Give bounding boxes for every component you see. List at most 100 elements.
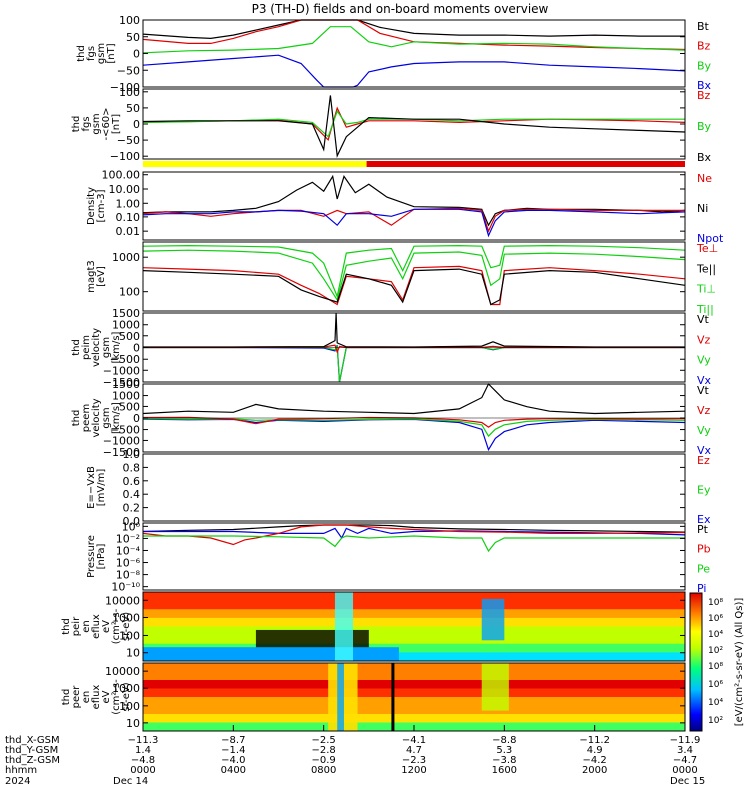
legend-entry: Pb xyxy=(697,543,711,556)
y-axis-label-line: Density xyxy=(86,187,97,225)
y-axis-label-line: [km/s] xyxy=(111,402,122,434)
legend-entry: Vx xyxy=(697,444,712,457)
y-tick-label: 100 xyxy=(119,700,140,713)
legend-entry: Vy xyxy=(697,424,711,437)
y-tick-label: −50 xyxy=(117,64,140,77)
y-axis-label-line: velocity xyxy=(91,328,102,367)
x-axis-value: −4.2 xyxy=(583,755,607,766)
spectrogram-band xyxy=(143,626,685,636)
x-axis-value: 0000 xyxy=(672,765,697,776)
mode-bar-segment xyxy=(366,161,685,167)
y-axis-label: E=−VxB [mV/m] xyxy=(86,466,107,509)
y-axis-label-line: thd xyxy=(76,45,87,62)
y-tick-label: 50 xyxy=(126,102,140,115)
y-axis-label-line: thd xyxy=(71,410,82,427)
spectrogram-band xyxy=(143,697,685,706)
legend-entry: Te|| xyxy=(696,262,716,275)
series-fgs-Bx xyxy=(142,54,686,88)
y-axis-label-line: gsm xyxy=(96,43,107,64)
y-tick-label: 10000 xyxy=(105,594,140,607)
panel-frame xyxy=(142,591,686,662)
x-axis-value: −2.8 xyxy=(312,745,336,756)
series-temperature-Te|| xyxy=(142,268,686,306)
series-peim-Vx xyxy=(143,344,685,383)
page-title: P3 (TH-D) fields and on-board moments ov… xyxy=(252,2,549,16)
y-tick-label: 100 xyxy=(119,86,140,99)
series-peim-Vt xyxy=(143,312,685,348)
y-tick-label: 100 xyxy=(119,629,140,642)
spectrogram-band xyxy=(337,663,344,731)
y-tick-label: 0.2 xyxy=(123,502,141,515)
y-tick-label: −100 xyxy=(110,150,140,163)
y-tick-label: 1500 xyxy=(112,378,140,391)
y-axis-label-line: magt3 xyxy=(86,260,97,293)
y-axis-label-line: fgs xyxy=(86,46,97,61)
x-axis-value: −2.3 xyxy=(402,755,426,766)
y-axis-label-line: fgs xyxy=(81,116,92,131)
series-peim-Vy xyxy=(143,344,685,383)
y-axis-label-line: [eV] xyxy=(96,266,107,287)
legend-entry: Ez xyxy=(697,454,710,467)
colorbar: 10⁸ 10⁶ 10⁴ 10² 10⁸ 10⁶ 10⁴ 10² [eV/(cm²-s-sr-eV… xyxy=(689,592,745,732)
legend-entry: Bt xyxy=(697,20,710,33)
spectrogram-band xyxy=(481,598,505,641)
y-tick-label: 0.0 xyxy=(123,515,141,528)
x-axis-value: −8.7 xyxy=(221,735,245,746)
y-axis-label: thd fgs gsm [nT] xyxy=(76,43,117,64)
spectrogram-band xyxy=(143,647,399,661)
y-tick-label: 1000 xyxy=(112,682,140,695)
y-axis-label-line: en xyxy=(81,620,92,633)
legend-entry: Ti⊥ xyxy=(696,283,716,296)
y-axis-label-line: peer xyxy=(71,685,82,709)
y-axis-label-line: eV xyxy=(101,620,112,633)
y-tick-label: 500 xyxy=(119,400,140,413)
colorbar-tick: 10² xyxy=(708,716,723,726)
series-density-Npot xyxy=(142,208,686,238)
colorbar-tick: 10⁸ xyxy=(708,598,723,608)
y-axis-label-line: [nT] xyxy=(106,43,117,63)
panel-frame xyxy=(142,88,686,160)
series-pressure-Pe xyxy=(143,535,685,553)
x-axis-value: −0.9 xyxy=(312,755,336,766)
legend-entry: Te⊥ xyxy=(696,242,718,255)
panel-temperature: 1000 100 magt3 [eV] Te⊥ Te|| Ti⊥ Ti|| xyxy=(86,241,718,316)
series-peem-Vz xyxy=(142,416,686,428)
y-axis-label-line: sr-eV) xyxy=(121,612,132,641)
y-tick-label: 10⁻⁸ xyxy=(116,569,141,582)
x-axis-value: −4.0 xyxy=(221,755,245,766)
y-tick-label: 1.00 xyxy=(116,197,141,210)
series-fgs_detrended-Bz xyxy=(142,106,686,142)
y-axis-label: thd peer en eflux eV (cm²-s-sr-eV) xyxy=(61,679,132,715)
panel-fgs: 100 50 0 −50 −100 thd fgs gsm [nT] Bt Bz By Bx xyxy=(76,14,712,94)
panel-peir: 10000 1000 100 10 thd peir en eflux eV (cm²-s-sr-… xyxy=(61,591,686,662)
y-tick-label: 100 xyxy=(119,286,140,299)
x-axis-value: 0000 xyxy=(130,765,155,776)
series-peem-Vt xyxy=(142,382,686,415)
y-tick-label: 0.4 xyxy=(123,488,141,501)
panel-frame xyxy=(142,241,686,312)
series-temperature-Ti⊥ xyxy=(142,244,686,299)
x-axis-value: 4.7 xyxy=(406,745,422,756)
legend-entry: Ne xyxy=(697,172,712,185)
y-tick-label: 50 xyxy=(126,31,140,44)
y-tick-label: −500 xyxy=(110,353,140,366)
legend-entry: Bx xyxy=(697,151,712,164)
legend-entry: By xyxy=(697,120,712,133)
panel-frame xyxy=(142,522,686,591)
legend-entry: Bz xyxy=(697,40,711,53)
y-tick-label: 1000 xyxy=(112,612,140,625)
y-tick-label: 0 xyxy=(133,342,140,355)
y-tick-label: 0.6 xyxy=(123,475,141,488)
legend-entry: Ey xyxy=(697,484,711,497)
series-density-Ni xyxy=(142,174,686,227)
y-axis-label: magt3 [eV] xyxy=(86,260,107,293)
y-tick-label: 10⁻⁴ xyxy=(116,544,141,557)
colorbar-tick: 10⁸ xyxy=(708,662,723,672)
spectrogram-band xyxy=(143,663,685,672)
panel-frame xyxy=(142,19,686,88)
y-axis-label: thd peem velocity gsm [km/s] xyxy=(71,398,122,437)
y-axis-label-line: Pressure xyxy=(86,535,97,578)
